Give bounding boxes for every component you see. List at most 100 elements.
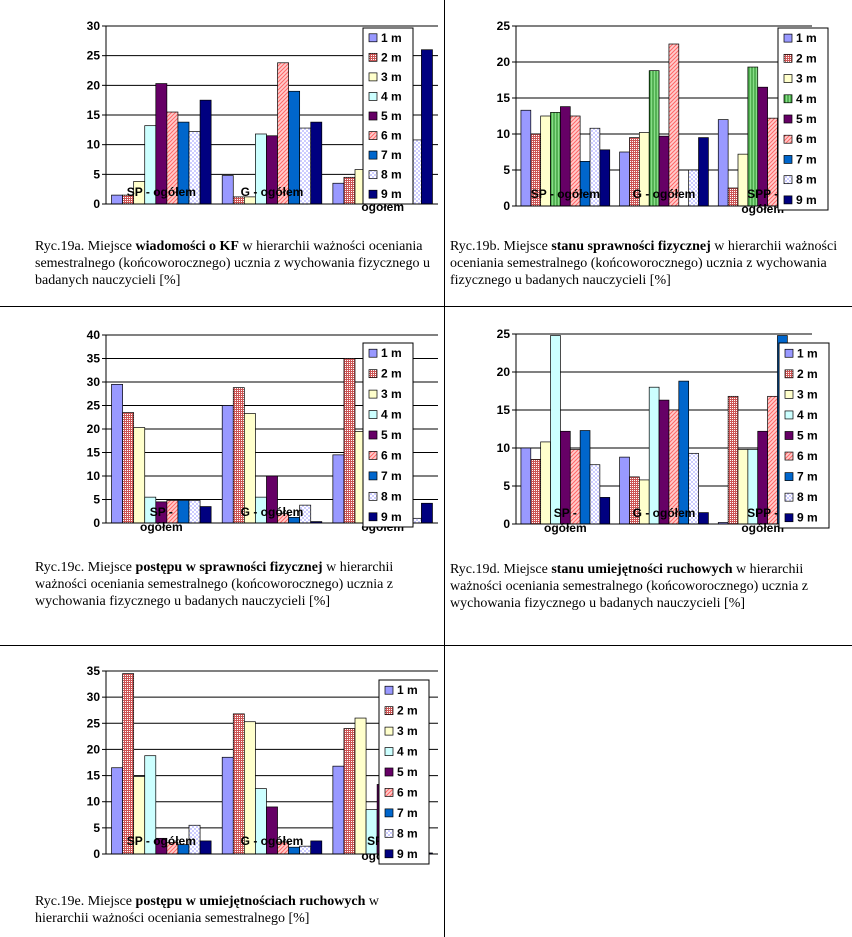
legend-swatch: [783, 94, 793, 104]
legend-swatch: [784, 472, 794, 481]
legend-swatch: [384, 747, 394, 756]
legend-label: 6 m: [381, 448, 402, 462]
x-category-label: G - ogółem: [633, 506, 696, 520]
caption-19d-bold: stanu umiejętności ruchowych: [551, 562, 733, 577]
x-category-label: G - ogółem: [633, 187, 696, 201]
legend-swatch: [783, 74, 793, 83]
y-tick-label: 5: [93, 493, 100, 507]
legend-label: 5 m: [381, 428, 402, 442]
legend-label: 8 m: [797, 490, 818, 504]
legend-swatch: [783, 195, 793, 205]
legend-swatch: [784, 410, 794, 420]
legend-swatch: [368, 369, 378, 379]
legend-label: 4 m: [796, 92, 817, 106]
y-tick-label: 35: [87, 664, 101, 678]
legend-swatch: [784, 431, 794, 440]
y-tick-label: 0: [503, 517, 510, 531]
y-tick-label: 15: [87, 769, 101, 783]
bar-2m-cat-2: [232, 713, 245, 855]
y-tick-label: 30: [87, 19, 101, 33]
legend-label: 2 m: [381, 367, 402, 381]
bar-6m-cat-3: [767, 395, 778, 525]
caption-19a-pre: Ryc.19a. Miejsce: [35, 239, 136, 254]
frame-divider-vertical: [444, 0, 445, 937]
legend-swatch: [384, 726, 394, 736]
bar-7m-cat-2: [288, 846, 301, 855]
legend-swatch: [384, 767, 394, 777]
legend-swatch: [784, 369, 794, 379]
y-tick-label: 25: [87, 716, 101, 730]
legend-swatch: [368, 410, 378, 419]
bar-8m-cat-1: [188, 500, 201, 524]
bar-3m-cat-1: [133, 427, 146, 524]
legend-label: 7 m: [381, 148, 402, 162]
bar-1m-cat-3: [332, 454, 345, 524]
bar-9m-cat-1: [599, 497, 611, 525]
y-tick-label: 35: [87, 352, 101, 366]
x-category-label: ogółem: [741, 521, 784, 535]
bar-2m-cat-3: [343, 176, 356, 205]
caption-19a-bold: wiadomości o KF: [135, 239, 239, 254]
bar-6m-cat-2: [668, 43, 680, 207]
legend-swatch: [783, 134, 793, 144]
legend-swatch: [784, 513, 794, 523]
legend-swatch: [783, 155, 793, 164]
bar-2m-cat-2: [232, 387, 245, 524]
y-tick-label: 10: [87, 469, 101, 483]
bar-1m-cat-2: [619, 151, 630, 207]
legend-swatch: [384, 808, 394, 818]
chart-19b: 0 5 10 15 20 25 SP - ogółem G - ogółem SPP -ogół…: [497, 19, 829, 216]
x-category-label: SP -: [554, 506, 577, 520]
bar-9m-cat-2: [310, 121, 323, 205]
y-tick-label: 20: [87, 422, 101, 436]
caption-19e: Ryc.19e. Miejsce postępu w umiejętnościa…: [35, 893, 435, 927]
caption-19d-post: w hierarchii ważności oceniania semestra…: [450, 562, 809, 611]
x-category-label: SP - ogółem: [127, 185, 196, 199]
legend-swatch: [368, 111, 378, 121]
bar-9m-cat-2: [310, 840, 323, 855]
y-tick-label: 0: [503, 199, 510, 213]
bar-2m-cat-3: [727, 187, 739, 207]
legend-label: 5 m: [797, 429, 818, 443]
caption-19c-pre: Ryc.19c. Miejsce: [35, 560, 136, 575]
legend-swatch: [368, 52, 378, 62]
caption-19a: Ryc.19a. Miejsce wiadomości o KF w hiera…: [35, 238, 435, 289]
legend-swatch: [784, 492, 794, 502]
y-tick-label: 15: [87, 108, 101, 122]
bar-1m-cat-2: [221, 405, 234, 524]
legend-label: 7 m: [796, 152, 817, 166]
legend-swatch: [783, 175, 793, 185]
bar-1m-cat-3: [332, 182, 345, 205]
legend-label: 9 m: [397, 847, 418, 861]
x-category-label: SP -: [150, 505, 173, 519]
y-tick-label: 5: [93, 821, 100, 835]
legend-swatch: [384, 828, 394, 838]
legend-label: 1 m: [397, 683, 418, 697]
y-tick-label: 30: [87, 375, 101, 389]
legend-label: 1 m: [381, 31, 402, 45]
legend-label: 8 m: [397, 826, 418, 840]
legend-label: 3 m: [381, 387, 402, 401]
legend-label: 8 m: [381, 489, 402, 503]
bar-9m-cat-1: [199, 840, 212, 855]
legend-swatch: [368, 33, 378, 43]
caption-19e-post: w hierarchii ważności oceniania semestra…: [35, 894, 379, 926]
legend-label: 8 m: [796, 173, 817, 187]
bar-1m-cat-3: [717, 119, 729, 207]
legend-swatch: [783, 33, 793, 43]
y-tick-label: 5: [503, 163, 510, 177]
legend-swatch: [784, 451, 794, 461]
legend-swatch: [368, 189, 378, 199]
bar-9m-cat-3: [421, 502, 433, 524]
x-category-label: ogółem: [741, 202, 784, 216]
legend-label: 3 m: [381, 70, 402, 84]
legend-label: 9 m: [381, 187, 402, 201]
bar-2m-cat-3: [727, 395, 739, 525]
legend-label: 5 m: [381, 109, 402, 123]
y-tick-label: 5: [93, 167, 100, 181]
legend-swatch: [368, 92, 378, 101]
legend-label: 3 m: [797, 387, 818, 401]
caption-19c-bold: postępu w sprawności fizycznej: [135, 560, 323, 575]
legend-swatch: [384, 849, 394, 859]
